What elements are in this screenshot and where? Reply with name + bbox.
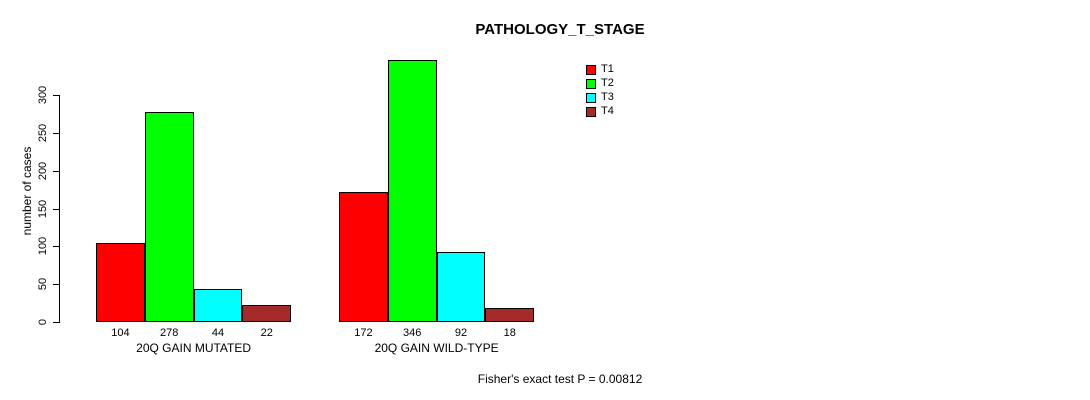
legend-swatch-t1 xyxy=(586,64,596,75)
y-tick-label: 150 xyxy=(37,199,49,218)
y-axis-tick xyxy=(53,284,59,286)
y-axis-tick xyxy=(53,246,59,248)
y-tick-label: 200 xyxy=(37,161,49,180)
legend-swatch-t4 xyxy=(586,106,596,117)
y-axis-tick xyxy=(53,170,59,172)
y-axis-line xyxy=(59,95,60,323)
bar-t4-group1 xyxy=(242,305,292,322)
y-axis-tick xyxy=(53,322,59,323)
y-tick-label: 50 xyxy=(37,278,49,291)
bar-t1-group2 xyxy=(339,191,388,322)
legend-item-t1: T1 xyxy=(586,64,614,75)
y-axis-tick xyxy=(53,132,59,134)
bar-value-label: 346 xyxy=(403,327,422,339)
legend-label: T3 xyxy=(601,91,614,103)
legend-label: T2 xyxy=(601,77,614,89)
bar-t2-group2 xyxy=(387,60,437,322)
x-group-label: 20Q GAIN MUTATED xyxy=(136,341,252,355)
y-tick-label: 300 xyxy=(37,85,49,105)
legend-item-t4: T4 xyxy=(586,106,614,117)
y-tick-label: 0 xyxy=(37,318,49,326)
bar-value-label: 92 xyxy=(454,327,468,339)
bar-value-label: 22 xyxy=(260,327,273,339)
bar-value-label: 104 xyxy=(111,327,130,339)
legend-item-t2: T2 xyxy=(586,78,614,89)
legend: T1 T2 T3 T4 xyxy=(586,64,614,117)
bar-t2-group1 xyxy=(144,111,194,322)
legend-swatch-t3 xyxy=(586,92,596,103)
legend-item-t3: T3 xyxy=(586,92,614,103)
legend-label: T1 xyxy=(601,63,614,75)
annotation-text: Fisher's exact test P = 0.00812 xyxy=(477,372,643,386)
bar-value-label: 44 xyxy=(211,327,225,339)
bar-value-label: 278 xyxy=(160,327,179,339)
legend-label: T4 xyxy=(601,105,614,117)
y-axis-tick xyxy=(53,208,59,210)
bar-t1-group1 xyxy=(96,243,145,322)
bar-value-label: 18 xyxy=(503,327,516,339)
bar-t3-group1 xyxy=(193,288,243,322)
y-axis-tick xyxy=(53,95,59,96)
y-tick-label: 250 xyxy=(37,123,49,143)
chart-title: PATHOLOGY_T_STAGE xyxy=(475,21,645,38)
bar-t4-group2 xyxy=(485,308,535,322)
bar-value-label: 172 xyxy=(354,327,373,339)
y-axis-label: number of cases xyxy=(20,146,34,236)
y-tick-label: 100 xyxy=(37,237,49,256)
bar-t3-group2 xyxy=(436,252,486,322)
legend-swatch-t2 xyxy=(586,78,596,89)
x-group-label: 20Q GAIN WILD-TYPE xyxy=(374,341,499,355)
